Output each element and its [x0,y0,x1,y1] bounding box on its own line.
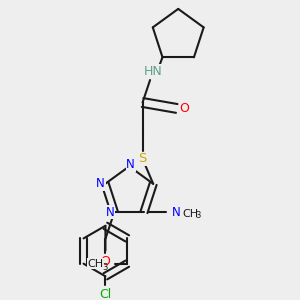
Text: N: N [126,158,135,171]
Text: N: N [96,177,105,190]
Text: O: O [179,102,189,115]
Text: N: N [106,206,114,218]
Text: O: O [100,255,110,268]
Text: CH: CH [87,259,104,269]
Text: CH: CH [183,209,199,219]
Text: 3: 3 [103,263,108,272]
Text: Cl: Cl [99,288,112,300]
Text: HN: HN [144,65,162,78]
Text: 3: 3 [195,212,201,220]
Text: N: N [172,206,180,218]
Text: S: S [138,152,147,165]
